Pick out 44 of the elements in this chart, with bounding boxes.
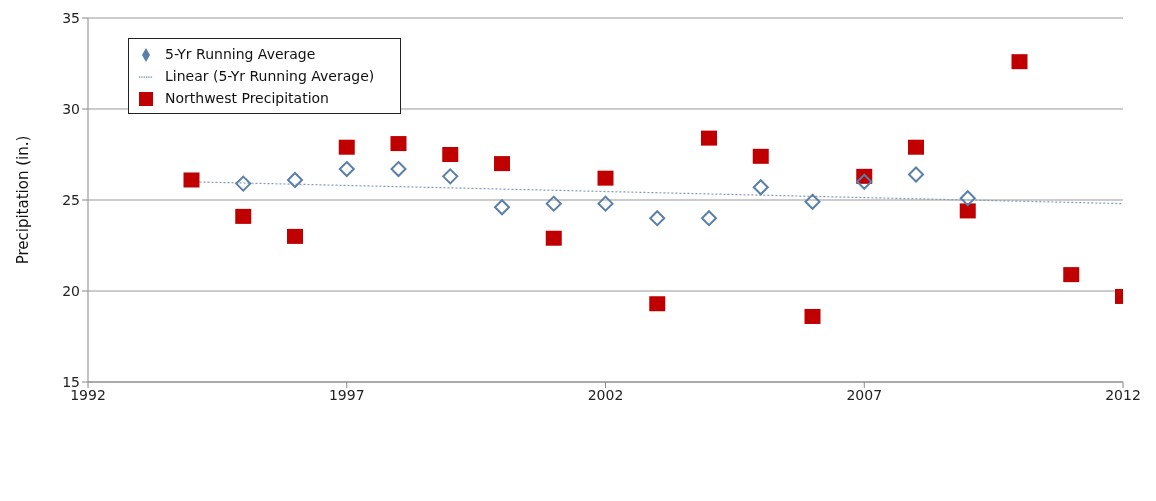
- point: [752, 179, 769, 196]
- point: [597, 195, 614, 212]
- legend-label: Linear (5-Yr Running Average): [165, 68, 375, 84]
- point: [649, 296, 666, 312]
- point: [804, 308, 821, 324]
- point: [752, 148, 769, 164]
- point: [1063, 267, 1080, 283]
- point: [908, 166, 924, 183]
- point: [390, 161, 407, 178]
- y-tick-label: 30: [62, 100, 80, 117]
- point: [494, 199, 510, 216]
- x-tick-label: 1997: [328, 386, 365, 403]
- point: [235, 208, 252, 224]
- y-tick-label: 20: [62, 282, 80, 299]
- point: [235, 175, 252, 192]
- y-tick-label: 25: [62, 191, 80, 208]
- legend-label: 5-Yr Running Average: [165, 46, 316, 62]
- x-tick-label: 2012: [1105, 386, 1141, 403]
- point: [701, 210, 717, 227]
- point: [856, 173, 873, 190]
- point: [287, 171, 303, 188]
- point: [959, 203, 976, 219]
- y-axis-title: Precipitation (in.): [14, 135, 33, 265]
- point: [701, 130, 717, 146]
- point: [597, 170, 614, 186]
- point: [494, 156, 510, 172]
- point: [338, 161, 355, 178]
- point: [1011, 54, 1028, 70]
- point: [442, 168, 459, 185]
- point: [442, 147, 459, 162]
- x-tick-label: 2002: [587, 386, 624, 403]
- point: [649, 210, 666, 227]
- point: [287, 228, 303, 244]
- x-tick-label: 2007: [846, 386, 883, 403]
- point: [338, 139, 355, 155]
- point: [804, 193, 821, 210]
- point: [545, 195, 562, 212]
- point: [545, 230, 562, 246]
- legend-label: Northwest Precipitation: [165, 90, 329, 106]
- point: [183, 172, 200, 188]
- y-tick-label: 35: [62, 9, 80, 26]
- point: [908, 139, 924, 155]
- point: [959, 190, 976, 207]
- point: [390, 136, 407, 152]
